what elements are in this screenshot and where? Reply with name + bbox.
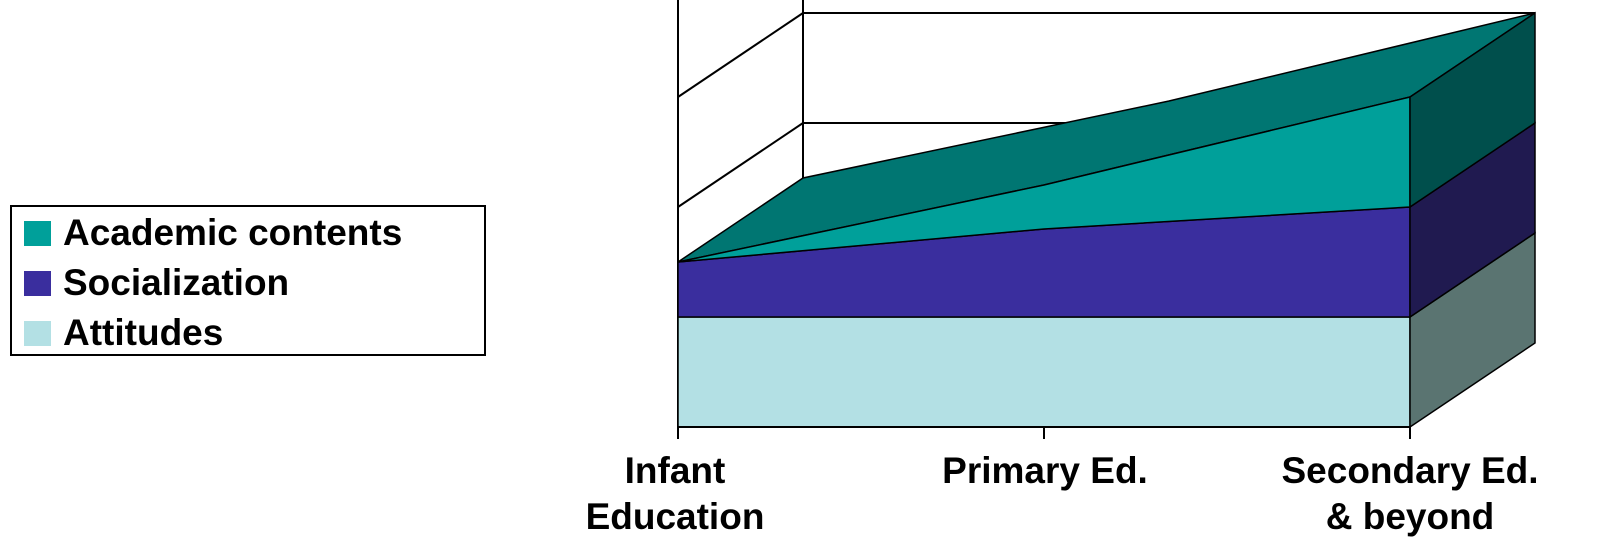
x-tick-label-secondary-ed: Secondary Ed. & beyond (1240, 448, 1580, 540)
x-tick-label-primary-ed: Primary Ed. (900, 448, 1190, 494)
x-tick-label-line: Primary Ed. (942, 450, 1148, 491)
legend-item-socialization: Socialization (24, 261, 289, 305)
legend-item-academic-contents: Academic contents (24, 211, 402, 255)
x-tick-label-line: Secondary Ed. (1281, 450, 1539, 491)
legend-swatch-academic-contents (24, 220, 51, 246)
legend-item-attitudes: Attitudes (24, 311, 223, 355)
legend-swatch-socialization (24, 270, 51, 296)
x-tick-label-line: Infant (624, 450, 726, 491)
legend-label-academic-contents: Academic contents (63, 212, 403, 253)
x-tick-label-line: & beyond (1325, 496, 1495, 537)
legend-label-socialization: Socialization (63, 262, 290, 303)
chart-legend: Academic contents Socialization Attitude… (10, 205, 486, 356)
x-tick-label-infant-education: Infant Education (555, 448, 795, 540)
gridline-depth (677, 12, 804, 98)
x-tick-label-line: Education (585, 496, 765, 537)
area-side-academic-contents (1409, 11, 1536, 209)
legend-label-attitudes: Attitudes (63, 312, 224, 353)
area-front-attitudes (677, 316, 1411, 428)
legend-swatch-attitudes (24, 320, 51, 346)
gridline-depth (677, 122, 804, 208)
